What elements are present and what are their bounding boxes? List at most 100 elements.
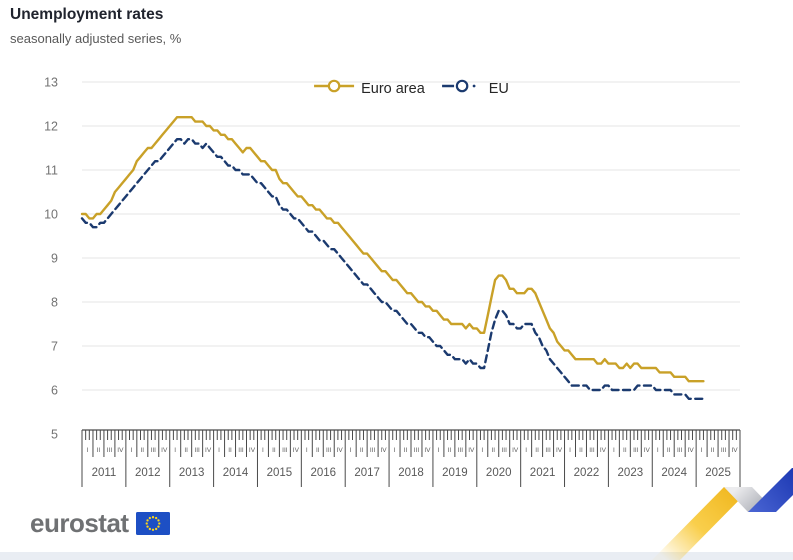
svg-text:III: III [151, 447, 157, 454]
svg-text:IV: IV [556, 447, 563, 454]
svg-text:II: II [360, 447, 364, 454]
svg-text:III: III [677, 447, 683, 454]
bottom-strip [0, 552, 793, 560]
svg-text:III: III [633, 447, 639, 454]
svg-text:9: 9 [51, 252, 58, 266]
svg-text:III: III [414, 447, 420, 454]
svg-text:10: 10 [44, 208, 58, 222]
svg-text:III: III [589, 447, 595, 454]
svg-text:II: II [623, 447, 627, 454]
svg-text:III: III [502, 447, 508, 454]
svg-text:IV: IV [468, 447, 475, 454]
svg-text:III: III [326, 447, 332, 454]
svg-text:III: III [238, 447, 244, 454]
svg-text:IV: IV [381, 447, 388, 454]
svg-text:II: II [404, 447, 408, 454]
svg-text:12: 12 [44, 120, 58, 134]
svg-text:2022: 2022 [574, 467, 600, 479]
svg-text:2018: 2018 [398, 467, 424, 479]
svg-text:I: I [87, 447, 89, 454]
svg-text:I: I [613, 447, 615, 454]
svg-text:2025: 2025 [705, 467, 731, 479]
svg-text:13: 13 [44, 76, 58, 90]
svg-text:2013: 2013 [179, 467, 205, 479]
svg-text:I: I [174, 447, 176, 454]
svg-text:2012: 2012 [135, 467, 161, 479]
svg-text:II: II [184, 447, 188, 454]
svg-text:2014: 2014 [223, 467, 249, 479]
svg-text:I: I [350, 447, 352, 454]
svg-text:IV: IV [161, 447, 168, 454]
svg-text:II: II [667, 447, 671, 454]
svg-text:I: I [701, 447, 703, 454]
svg-text:IV: IV [512, 447, 519, 454]
svg-text:III: III [545, 447, 551, 454]
legend-item-eu[interactable]: EU [441, 79, 509, 98]
svg-text:IV: IV [600, 447, 607, 454]
svg-text:2015: 2015 [267, 467, 293, 479]
svg-text:II: II [141, 447, 145, 454]
svg-text:5: 5 [51, 428, 58, 442]
svg-text:IV: IV [293, 447, 300, 454]
svg-text:II: II [535, 447, 539, 454]
svg-text:II: II [579, 447, 583, 454]
svg-text:II: II [97, 447, 101, 454]
svg-text:8: 8 [51, 296, 58, 310]
svg-text:III: III [282, 447, 288, 454]
page-subtitle: seasonally adjusted series, % [10, 31, 182, 46]
svg-text:III: III [458, 447, 464, 454]
svg-text:IV: IV [688, 447, 695, 454]
svg-text:II: II [448, 447, 452, 454]
svg-text:III: III [194, 447, 200, 454]
svg-text:2019: 2019 [442, 467, 468, 479]
svg-text:IV: IV [337, 447, 344, 454]
svg-text:I: I [481, 447, 483, 454]
legend-item-euro-area[interactable]: Euro area [313, 79, 425, 98]
legend-label: Euro area [361, 80, 425, 97]
page-title: Unemployment rates [10, 6, 164, 23]
svg-text:II: II [316, 447, 320, 454]
svg-text:I: I [262, 447, 264, 454]
legend-label: EU [488, 80, 509, 97]
svg-text:IV: IV [205, 447, 212, 454]
svg-text:2016: 2016 [310, 467, 336, 479]
svg-text:2023: 2023 [618, 467, 644, 479]
svg-text:II: II [228, 447, 232, 454]
svg-text:I: I [569, 447, 571, 454]
svg-text:II: II [711, 447, 715, 454]
svg-text:7: 7 [51, 340, 58, 354]
svg-text:I: I [438, 447, 440, 454]
svg-text:IV: IV [424, 447, 431, 454]
svg-text:III: III [370, 447, 376, 454]
svg-text:2011: 2011 [92, 467, 117, 479]
svg-text:I: I [657, 447, 659, 454]
svg-text:IV: IV [249, 447, 256, 454]
svg-text:II: II [491, 447, 495, 454]
svg-text:III: III [721, 447, 727, 454]
svg-text:11: 11 [45, 164, 58, 178]
svg-text:2017: 2017 [354, 467, 380, 479]
chart-legend: Euro area EU [313, 79, 509, 98]
svg-text:II: II [272, 447, 276, 454]
svg-text:IV: IV [644, 447, 651, 454]
svg-text:III: III [107, 447, 113, 454]
eurostat-logo: eurostat [30, 508, 170, 539]
svg-text:2021: 2021 [530, 467, 556, 479]
svg-text:I: I [525, 447, 527, 454]
svg-text:I: I [130, 447, 132, 454]
svg-text:I: I [394, 447, 396, 454]
eurostat-wordmark: eurostat [30, 508, 129, 538]
svg-text:2020: 2020 [486, 467, 512, 479]
svg-text:IV: IV [731, 447, 738, 454]
euro-area-marker-icon [313, 79, 355, 98]
svg-text:I: I [218, 447, 220, 454]
svg-text:IV: IV [117, 447, 124, 454]
svg-text:6: 6 [51, 384, 58, 398]
svg-text:I: I [306, 447, 308, 454]
zigzag-decoration [652, 468, 793, 560]
eu-marker-icon [441, 79, 483, 98]
eu-flag-icon [135, 512, 170, 535]
chart-header: Unemployment rates seasonally adjusted s… [10, 6, 181, 46]
